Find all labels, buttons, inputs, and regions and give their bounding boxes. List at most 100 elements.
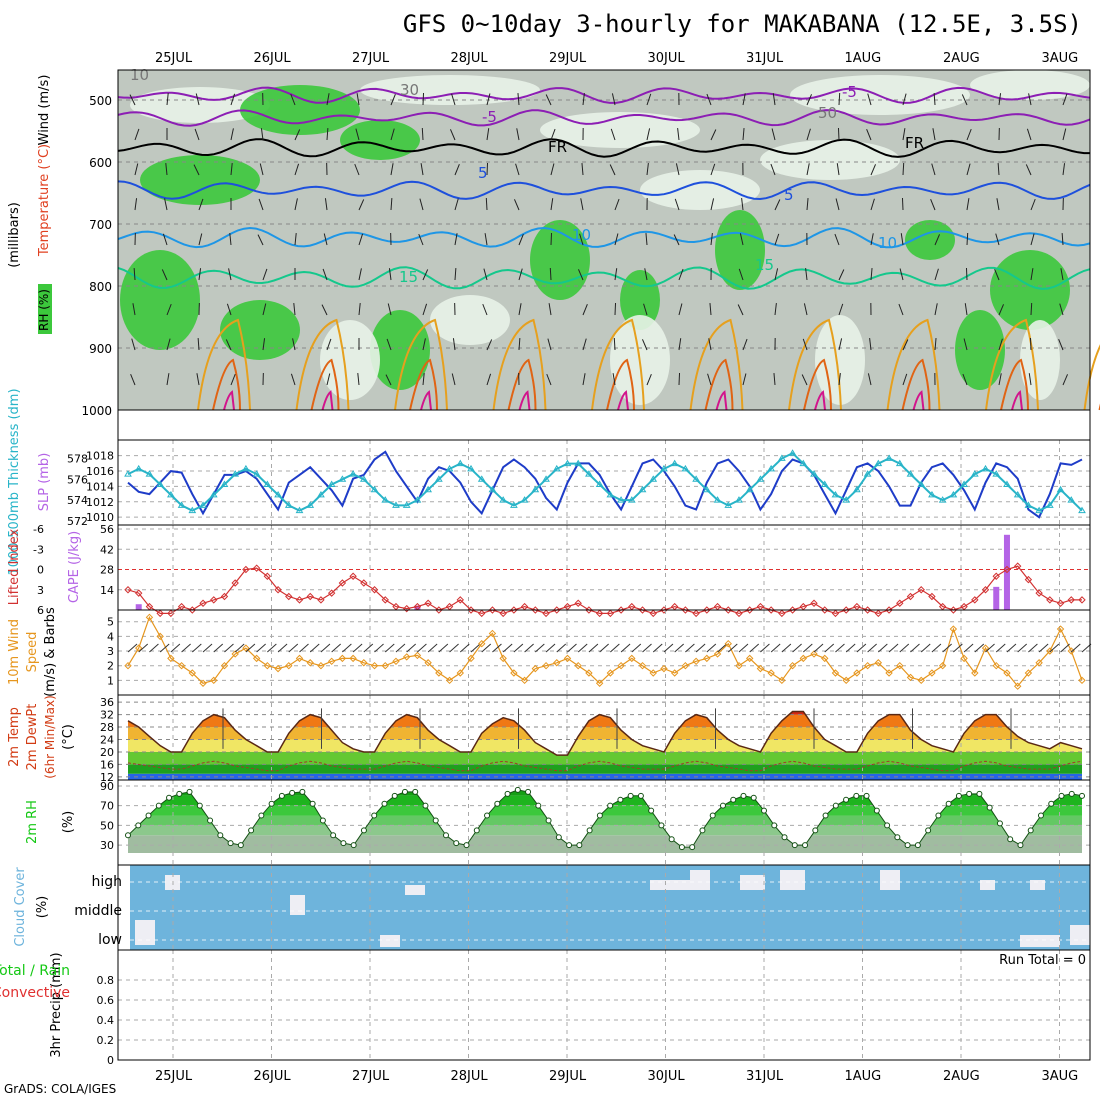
wind-label-10: 10 — [130, 66, 149, 84]
rh-region-15 — [990, 250, 1070, 330]
rh-region-20 — [320, 320, 380, 400]
ylabel-rh2m-b: (%) — [61, 811, 76, 834]
wind-barb — [1031, 303, 1032, 315]
wind-barb — [902, 198, 903, 210]
rh-point — [762, 808, 767, 813]
wind10m-frame — [118, 610, 1090, 695]
ylabel-cloud-a: Cloud Cover — [13, 867, 28, 947]
rh-region-13 — [220, 300, 300, 360]
rh-point — [300, 789, 305, 794]
date-top-30JUL: 30JUL — [648, 51, 686, 66]
upper-air-footer — [118, 410, 1090, 440]
wind-label-30: 30 — [400, 81, 419, 99]
rh-tick-50: 50 — [100, 819, 114, 832]
contour-label-fr-a: FR — [548, 138, 567, 156]
ylabel-temp-b: 2m DewPt — [25, 704, 40, 771]
lifted-tick--6: -6 — [33, 523, 44, 536]
date-top-28JUL: 28JUL — [451, 51, 489, 66]
cloud-gap-6 — [780, 870, 805, 890]
wind-barb — [838, 128, 839, 140]
ylabel-temp-c: (6hr Min/Max) — [43, 695, 57, 779]
slp-tick-1016: 1016 — [86, 465, 114, 478]
wind-barb-10m — [278, 644, 287, 652]
date-bottom-29JUL: 29JUL — [549, 1069, 587, 1084]
ylabel-millibars: (millibars) — [7, 202, 22, 268]
ylabel-convective: Convective — [0, 985, 70, 1001]
rh-point — [1049, 801, 1054, 806]
date-bottom-31JUL: 31JUL — [746, 1069, 784, 1084]
rh-point — [833, 803, 838, 808]
date-top-2AUG: 2AUG — [943, 51, 980, 66]
cloud-bg — [130, 865, 1090, 950]
wind-barb-10m — [246, 644, 255, 652]
rh-point — [269, 801, 274, 806]
rh-point — [197, 803, 202, 808]
cloud-tick-middle: middle — [74, 903, 122, 919]
slp-tick-1012: 1012 — [86, 496, 114, 509]
rh-point — [597, 813, 602, 818]
temp-tick-20: 20 — [100, 746, 114, 759]
precip-tick-0: 0 — [107, 1054, 114, 1067]
rh-point — [485, 813, 490, 818]
rh-point — [638, 793, 643, 798]
rh-point — [710, 813, 715, 818]
cloud-gap-10 — [135, 920, 155, 945]
wind-barb-10m — [814, 644, 823, 652]
ylabel-wind10m-a: 10m Wind — [7, 619, 22, 685]
rh-point — [905, 843, 910, 848]
thickness-tick-578: 578 — [67, 452, 88, 465]
ylabel-temp-a: 2m Temp — [7, 707, 22, 767]
cloud-gap-1 — [290, 895, 305, 915]
temp-band-4 — [118, 727, 1090, 739]
cloud-gap-11 — [380, 935, 400, 947]
wind-tick-5: 5 — [107, 616, 114, 629]
date-top-1AUG: 1AUG — [845, 51, 882, 66]
rh-point — [126, 833, 131, 838]
cape-bar — [136, 604, 142, 610]
rh-point — [218, 833, 223, 838]
rh-point — [567, 843, 572, 848]
precip-frame — [118, 950, 1090, 1060]
rh-point — [454, 841, 459, 846]
ylabel-wind10m-b: Speed — [25, 632, 40, 673]
temp-band-2 — [118, 752, 1090, 764]
rh-point — [1018, 843, 1023, 848]
date-top-26JUL: 26JUL — [254, 51, 292, 66]
date-bottom-30JUL: 30JUL — [648, 1069, 686, 1084]
temp-tick-36: 36 — [100, 696, 114, 709]
rh-point — [423, 803, 428, 808]
date-bottom-1AUG: 1AUG — [845, 1069, 882, 1084]
cape-tick-56: 56 — [100, 523, 114, 536]
rh-point — [444, 833, 449, 838]
rh-point — [874, 808, 879, 813]
wind-barb-10m — [750, 644, 759, 652]
date-top-3AUG: 3AUG — [1042, 51, 1079, 66]
rh-point — [208, 818, 213, 823]
ylabel-cape: CAPE (J/kg) — [67, 531, 82, 603]
rh-point — [844, 797, 849, 802]
pressure-tick-600: 600 — [89, 156, 112, 170]
contour-label-minus5-b: -5 — [842, 83, 857, 101]
rh-point — [146, 813, 151, 818]
rh-point — [1059, 793, 1064, 798]
wind-label-50: 50 — [818, 104, 837, 122]
temp-tick-32: 32 — [100, 709, 114, 722]
rh-point — [526, 789, 531, 794]
rh-band-0 — [118, 835, 1090, 853]
rh-point — [310, 801, 315, 806]
pressure-tick-800: 800 — [89, 280, 112, 294]
rh-base — [118, 853, 1090, 865]
rh-point — [577, 843, 582, 848]
rh-point — [895, 835, 900, 840]
rh-fill-group — [118, 784, 1090, 853]
rh-point — [290, 790, 295, 795]
wind-barb-10m — [846, 644, 855, 652]
rh-point — [690, 845, 695, 850]
contour-label-5-b: 5 — [784, 186, 794, 204]
rh-point — [238, 843, 243, 848]
rh-point — [700, 828, 705, 833]
rh-point — [946, 801, 951, 806]
ylabel-total-rain: Total / Rain — [0, 963, 70, 979]
ylabel-lifted: Lifted Index — [7, 528, 22, 605]
rh-point — [341, 841, 346, 846]
